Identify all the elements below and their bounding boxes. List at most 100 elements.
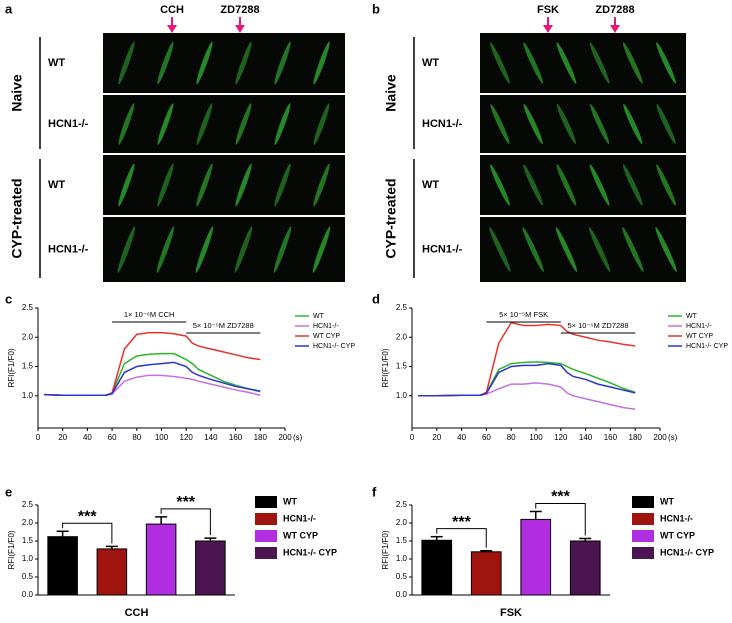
cell — [312, 226, 331, 273]
cell — [523, 103, 543, 145]
cell — [656, 42, 676, 84]
cell — [273, 226, 292, 273]
legend-label: HCN1-/- — [686, 323, 712, 330]
row-label: HCN1-/- — [48, 118, 89, 130]
y-tick-label: 2.5 — [22, 303, 34, 312]
x-tick-label: 200 — [278, 433, 292, 442]
cell — [313, 103, 330, 145]
significance: *** — [176, 494, 195, 511]
row-label: HCN1-/- — [422, 243, 463, 255]
bar — [195, 540, 226, 596]
significance-bracket — [160, 508, 211, 536]
micrograph — [480, 217, 686, 282]
x-tick-label: 120 — [180, 433, 194, 442]
annotation: 1× 10⁻⁶M CCH — [124, 310, 175, 319]
row-label: HCN1-/- — [422, 118, 463, 130]
cell — [118, 103, 135, 145]
x-tick-label: 60 — [482, 433, 491, 442]
series-line — [418, 362, 636, 397]
micrograph — [480, 155, 686, 215]
x-tick-label: 180 — [629, 433, 643, 442]
legend-swatch — [255, 513, 277, 525]
series-line — [44, 361, 261, 396]
micrograph — [480, 33, 686, 93]
cell — [589, 164, 610, 206]
y-axis-label: RFI(F1/F0) — [7, 530, 16, 569]
x-tick-label: 180 — [254, 433, 268, 442]
cell — [490, 42, 510, 84]
x-axis-label: FSK — [500, 607, 522, 619]
cell — [655, 227, 677, 272]
x-tick-label: 80 — [132, 433, 141, 442]
cell — [196, 41, 213, 85]
row-label: WT — [48, 179, 65, 191]
significance-bracket — [535, 502, 586, 536]
cell — [555, 227, 578, 272]
y-tick-label: 1.5 — [22, 536, 34, 545]
legend-label: HCN1-/- — [313, 323, 339, 330]
y-tick-label: 1.5 — [396, 362, 408, 371]
cell — [118, 163, 135, 207]
y-tick-label: 2.5 — [396, 500, 408, 509]
series-line — [418, 361, 636, 397]
legend-label: WT — [686, 313, 698, 320]
y-tick-label: 2.5 — [22, 500, 34, 509]
legend-swatch — [255, 547, 277, 559]
significance: *** — [78, 508, 97, 525]
x-tick-label: 140 — [204, 433, 218, 442]
legend-swatch — [255, 496, 277, 508]
cell — [118, 41, 135, 85]
group-label: CYP-treated — [9, 178, 25, 258]
legend-swatch — [632, 530, 654, 542]
bar — [145, 523, 177, 596]
cell — [490, 164, 510, 206]
cell — [522, 227, 544, 272]
legend-label: WT CYP — [686, 333, 713, 340]
y-tick-label: 2.0 — [22, 518, 34, 527]
row-label: HCN1-/- — [48, 243, 89, 255]
x-tick-label: 60 — [108, 433, 117, 442]
panel-letter: b — [372, 1, 380, 16]
x-tick-label: 20 — [58, 433, 67, 442]
panel-letter: a — [5, 1, 13, 16]
cell — [196, 103, 213, 145]
y-tick-label: 0.0 — [22, 590, 34, 599]
arrow-head — [610, 25, 620, 33]
stimulus-label: ZD7288 — [220, 4, 259, 16]
stimulus-label: ZD7288 — [595, 4, 634, 16]
cell — [313, 163, 330, 207]
cell — [556, 103, 576, 145]
significance-bracket — [436, 528, 487, 548]
cell — [523, 164, 544, 206]
legend-label: WT CYP — [283, 530, 318, 540]
y-tick-label: 0.5 — [396, 572, 408, 581]
y-axis-label: RFI(F1/F0) — [381, 348, 390, 387]
cell — [234, 226, 253, 273]
row-label: WT — [422, 179, 439, 191]
x-tick-label: 140 — [579, 433, 593, 442]
row-label: WT — [422, 57, 439, 69]
panel-letter: e — [5, 484, 12, 499]
stimulus-label: FSK — [537, 4, 559, 16]
arrow-head — [167, 25, 177, 33]
arrow-head — [235, 25, 245, 33]
cell — [274, 41, 291, 85]
panel-letter: c — [5, 291, 12, 306]
cell — [556, 164, 577, 206]
group-label: Naive — [9, 74, 25, 112]
legend-swatch — [632, 496, 654, 508]
x-axis-label: (s) — [668, 433, 678, 442]
cell — [235, 163, 252, 207]
cell — [588, 227, 611, 272]
bar — [47, 536, 78, 596]
arrow-head — [543, 25, 553, 33]
cell — [157, 103, 174, 145]
y-tick-label: 1.0 — [396, 554, 408, 563]
legend-label: WT — [660, 496, 674, 506]
bar — [96, 548, 128, 596]
cell — [622, 42, 643, 84]
x-tick-label: 20 — [432, 433, 441, 442]
y-tick-label: 2.5 — [396, 303, 408, 312]
legend-swatch — [632, 547, 654, 559]
cell — [274, 163, 291, 207]
